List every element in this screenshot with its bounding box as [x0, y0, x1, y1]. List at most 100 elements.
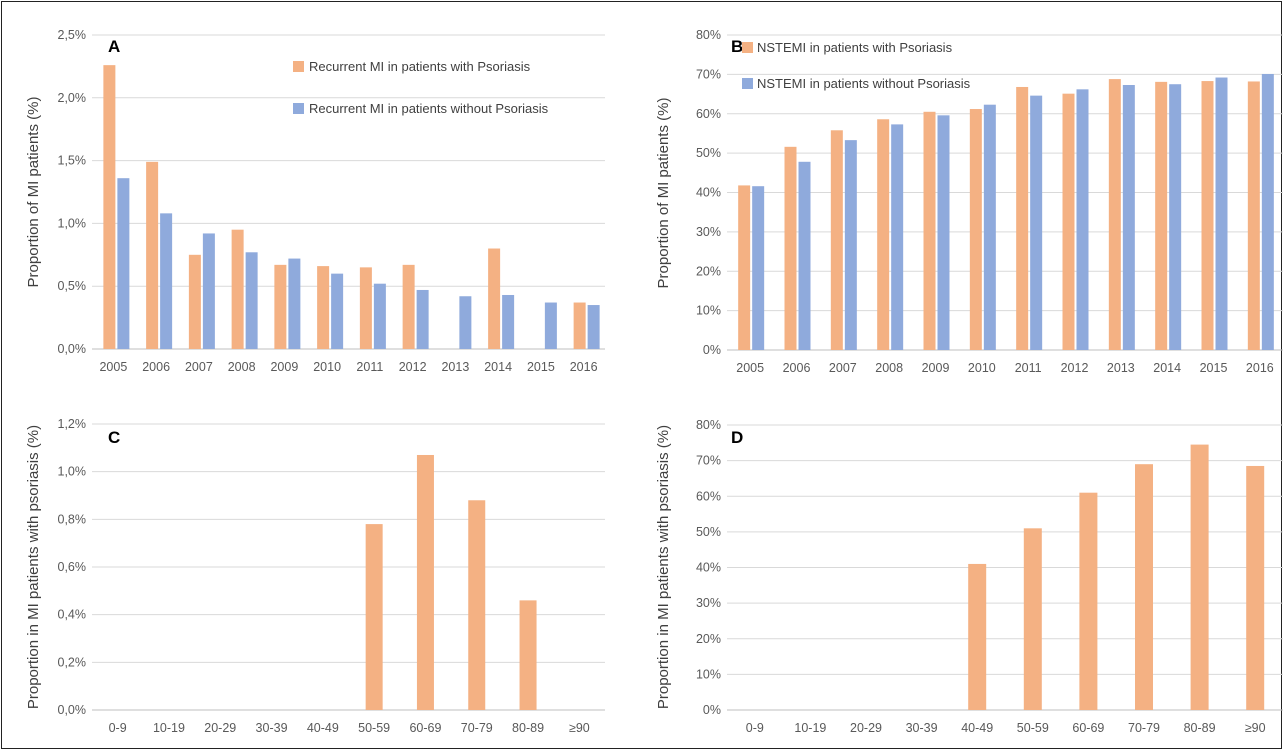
legend-label: NSTEMI in patients with Psoriasis [757, 40, 953, 55]
y-tick-label: 2,0% [58, 91, 87, 105]
legend-swatch [293, 103, 304, 114]
y-tick-label: 70% [696, 67, 721, 81]
bar-psoriasis [1108, 79, 1121, 350]
bar-psoriasis [274, 264, 287, 349]
x-tick-label: 2005 [736, 361, 764, 375]
y-axis-label: Proportion of MI patients (%) [655, 98, 672, 289]
x-tick-label: 70-79 [461, 721, 493, 735]
bar-no_psoriasis [937, 115, 950, 350]
y-tick-label: 10% [696, 667, 721, 681]
bar-no_psoriasis [502, 294, 515, 349]
y-tick-label: 0,4% [58, 608, 87, 622]
y-tick-label: 2,5% [58, 28, 87, 42]
legend-label: NSTEMI in patients without Psoriasis [757, 76, 971, 91]
bar-psoriasis [1190, 444, 1209, 710]
y-axis-label: Proportion of MI patients (%) [25, 97, 42, 288]
bar-no_psoriasis [160, 213, 173, 349]
panel-letter: C [108, 428, 120, 447]
bar-no_psoriasis [983, 104, 996, 350]
x-tick-label: 10-19 [153, 721, 185, 735]
x-tick-label: 2006 [142, 360, 170, 374]
x-tick-label: 40-49 [307, 721, 339, 735]
legend-label: Recurrent MI in patients with Psoriasis [309, 59, 531, 74]
x-tick-label: 2011 [1015, 361, 1042, 375]
x-tick-label: 0-9 [109, 721, 127, 735]
bar-no_psoriasis [752, 186, 765, 350]
y-tick-label: 1,5% [58, 154, 87, 168]
bar-no_psoriasis [373, 283, 386, 349]
bar-psoriasis [738, 185, 751, 350]
x-tick-label: 2007 [829, 361, 857, 375]
bar-psoriasis [968, 563, 987, 710]
panel-letter: A [108, 37, 120, 56]
x-tick-label: 2008 [228, 360, 256, 374]
y-tick-label: 20% [696, 264, 721, 278]
bar-psoriasis [317, 266, 330, 349]
x-tick-label: 2012 [399, 360, 427, 374]
x-tick-label: 30-39 [906, 721, 938, 735]
bar-no_psoriasis [1169, 84, 1182, 350]
bar-psoriasis [365, 524, 383, 710]
x-tick-label: 50-59 [358, 721, 390, 735]
bar-psoriasis [1023, 528, 1042, 710]
x-tick-label: 20-29 [204, 721, 236, 735]
bar-psoriasis [573, 302, 586, 349]
bar-psoriasis [830, 130, 843, 350]
x-tick-label: 80-89 [1184, 721, 1216, 735]
x-tick-label: 70-79 [1128, 721, 1160, 735]
bar-psoriasis [416, 454, 434, 710]
bar-no_psoriasis [1261, 73, 1274, 350]
bar-psoriasis [1062, 93, 1075, 350]
legend-swatch [742, 78, 753, 89]
y-tick-label: 0,6% [58, 560, 87, 574]
chart-panel-a: 0,0% 0,5% 1,0% 1,5% 2,0% 2,5% 2005 2006 2007 2008… [25, 28, 605, 374]
y-tick-label: 0,0% [58, 703, 87, 717]
legend-swatch [742, 42, 753, 53]
y-tick-label: 0,5% [58, 279, 87, 293]
x-tick-label: 2009 [922, 361, 950, 375]
bar-psoriasis [231, 229, 244, 349]
y-tick-label: 1,0% [58, 465, 87, 479]
bar-psoriasis [1079, 492, 1098, 710]
x-tick-label: 2015 [1200, 361, 1228, 375]
bar-psoriasis [923, 111, 936, 350]
bar-psoriasis [969, 109, 982, 351]
x-tick-label: ≥90 [1245, 721, 1266, 735]
bar-psoriasis [784, 146, 797, 350]
x-tick-label: 2008 [875, 361, 903, 375]
bar-no_psoriasis [288, 258, 301, 349]
y-axis-label: Proportion in MI patients with psoriasis… [25, 425, 42, 709]
bar-psoriasis [146, 161, 159, 349]
x-tick-label: 2014 [484, 360, 512, 374]
y-tick-label: 60% [696, 107, 721, 121]
x-tick-label: 2013 [441, 360, 469, 374]
y-tick-label: 0% [703, 703, 721, 717]
bar-no_psoriasis [544, 302, 557, 349]
chart-panel-d: 0% 10% 20% 30% 40% 50% 60% 70% 80% 0-9 10-19 20-29 3… [655, 418, 1283, 735]
panel-letter: B [731, 37, 743, 56]
x-tick-label: 50-59 [1017, 721, 1049, 735]
y-tick-label: 60% [696, 489, 721, 503]
chart-panel-b: 0% 10% 20% 30% 40% 50% 60% 70% 80% 2005 2006 2007 20… [655, 28, 1283, 375]
x-tick-label: 2007 [185, 360, 213, 374]
x-tick-label: 2014 [1153, 361, 1181, 375]
x-tick-label: 2006 [783, 361, 811, 375]
bar-no_psoriasis [1076, 89, 1089, 351]
y-tick-label: 0,8% [58, 512, 87, 526]
y-tick-label: 80% [696, 418, 721, 432]
bar-psoriasis [488, 248, 501, 349]
y-tick-label: 0,0% [58, 342, 87, 356]
chart-panel-c: 0,0% 0,2% 0,4% 0,6% 0,8% 1,0% 1,2% 0-9 10-19 20-2… [25, 417, 605, 735]
x-tick-label: 2016 [1246, 361, 1274, 375]
x-tick-label: 2010 [313, 360, 341, 374]
bar-no_psoriasis [117, 178, 130, 349]
y-tick-label: 50% [696, 525, 721, 539]
y-tick-label: 30% [696, 225, 721, 239]
x-tick-label: 40-49 [961, 721, 993, 735]
bar-no_psoriasis [1030, 95, 1043, 350]
bar-psoriasis [519, 600, 537, 710]
bar-psoriasis [359, 267, 372, 349]
bar-no_psoriasis [459, 296, 472, 349]
bar-psoriasis [402, 264, 415, 349]
